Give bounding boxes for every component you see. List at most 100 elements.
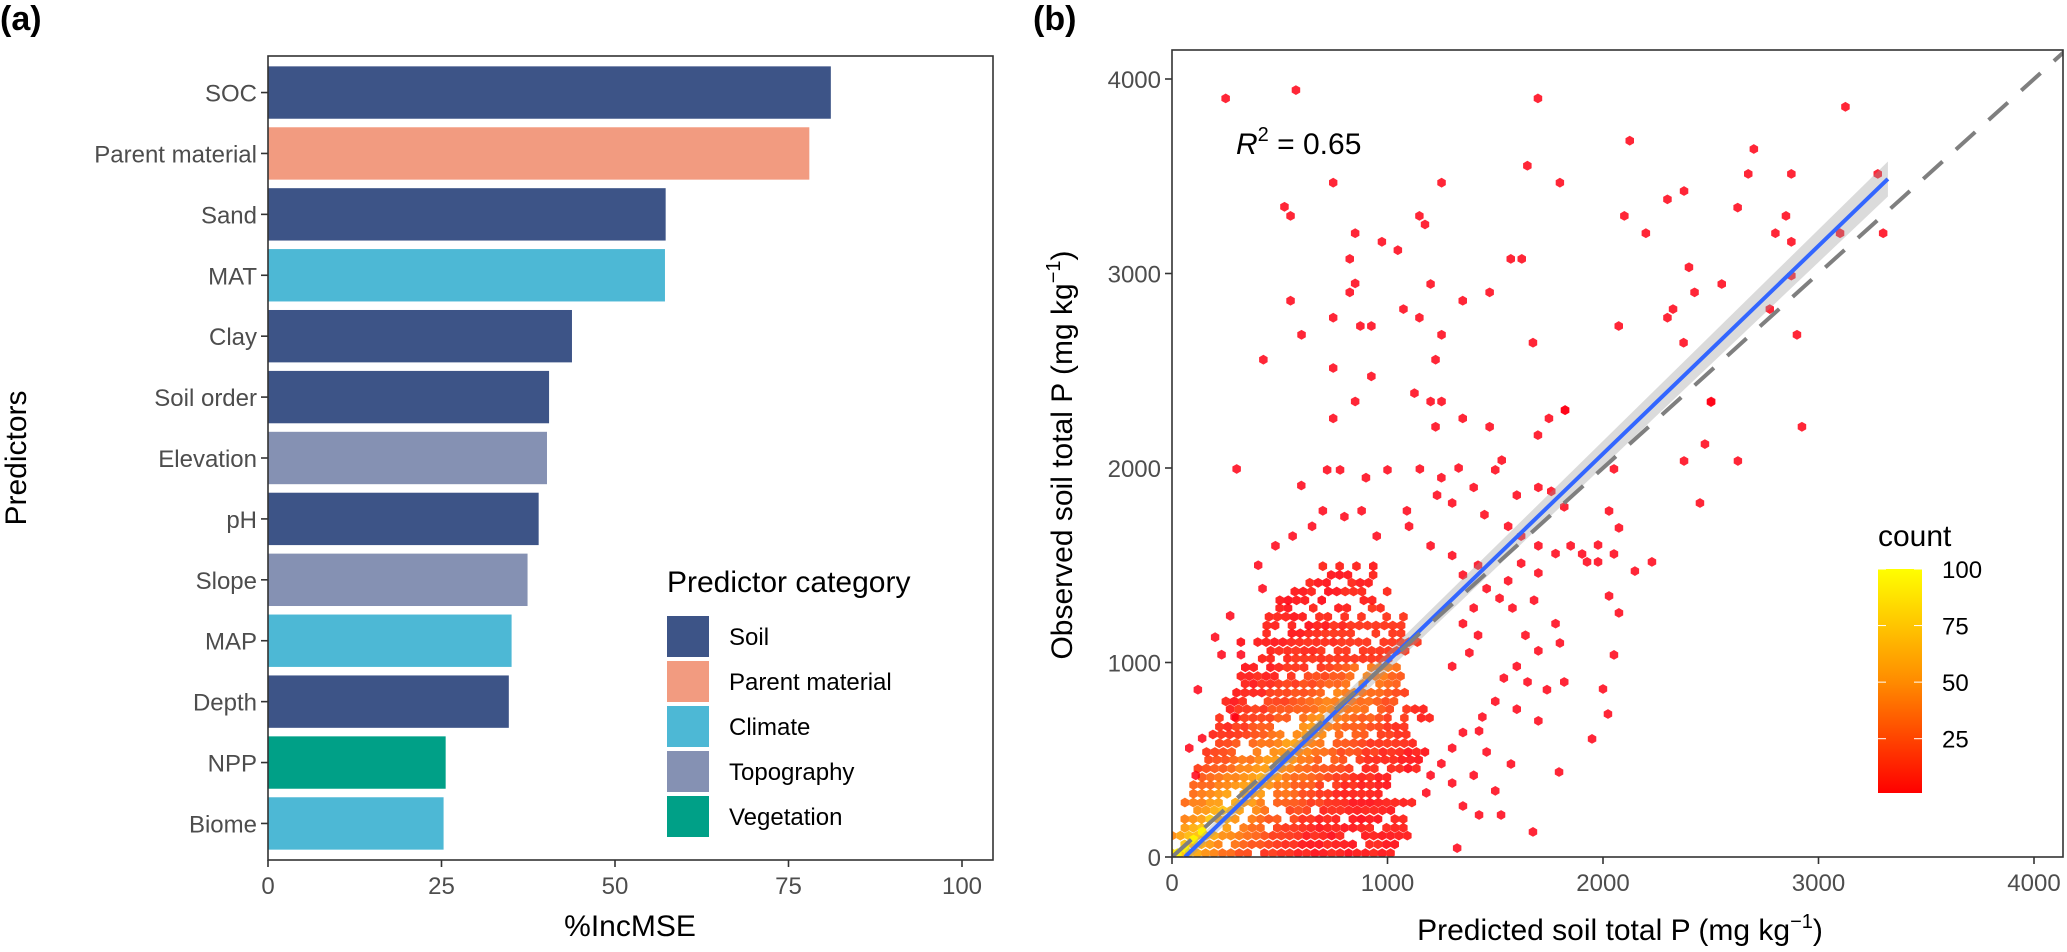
hexbin-cell [1214,780,1223,790]
hexbin-cell [1282,687,1292,698]
hexbin-cell [1306,797,1316,808]
hexbin-cell [1528,827,1538,837]
hexbin-cell [1342,653,1351,664]
hexbin-cell [1233,729,1243,740]
hexbin-cell [1437,329,1446,340]
hexbin-cell [1189,797,1198,808]
hexbin-cell [1369,830,1378,841]
hexbin-cell [1283,603,1293,613]
hexbin-cell [1426,396,1435,407]
hexbin-cell [1332,713,1342,723]
hexbin-cell [1415,211,1424,221]
colorbar-legend: count 25 50 75 100 [1878,520,1982,793]
hexbin-cell [1188,814,1198,824]
bar-elevation [268,431,547,485]
legend-label: Climate [729,714,810,741]
hexbin-cell [1315,772,1324,783]
x-tick-label: 1000 [1361,870,1414,897]
hexbin-cell [1679,186,1689,196]
hexbin-cell [1291,653,1300,664]
hexbin-cell [1231,772,1240,783]
hexbin-cell [1302,805,1311,816]
hexbin-cell [1273,822,1282,833]
hexbin-cell [1302,848,1311,857]
hexbin-cell [1385,729,1394,740]
hexbin-cell [1292,729,1302,740]
hexbin-cell [1474,810,1484,820]
hexbin-cell [1251,704,1260,715]
hexbin-cell [1378,805,1387,816]
hexbin-cell [1399,611,1408,622]
hexbin-cell [1267,704,1277,715]
hexbin-cell [1389,754,1398,765]
hexbin-cell [1382,839,1391,850]
hexbin-cell [1303,637,1313,647]
hexbin-cell [1289,814,1299,824]
hexbin-cell [1372,696,1382,707]
hexbin-cell [1231,780,1240,790]
hexbin-cell [1362,637,1372,647]
hexbin-cell [1329,671,1338,681]
hexbin-cell [1193,848,1202,857]
hexbin-cell [1210,805,1219,816]
hexbin-cell [1308,679,1317,689]
hexbin-cell [1246,754,1255,765]
hexbin-cell [1335,830,1345,841]
hexbin-cell [1335,570,1344,580]
hexbin-cell [1340,586,1350,597]
hexbin-cell [1437,758,1446,769]
hexbin-cell [1351,729,1361,740]
hexbin-cell [1319,848,1328,857]
hexbin-cell [1349,780,1358,790]
bar-ph [268,492,539,546]
y-tick-label: MAT [208,263,257,290]
hexbin-cell [1340,780,1350,790]
hexbin-cell [1314,696,1323,707]
hexbin-cell [1322,465,1332,475]
hexbin-cell [1331,822,1341,833]
hexbin-cell [1242,704,1252,715]
y-axis-title: Observed soil total P (mg kg−1) [1043,250,1079,659]
hexbin-cell [1209,848,1219,857]
hexbin-cell [1679,456,1689,466]
hexbin-cell [1298,586,1308,597]
hexbin-cell [1341,662,1351,673]
hexbin-cell [1221,696,1231,707]
hexbin-cell [1352,561,1361,572]
hexbin-cell [1733,202,1742,213]
hexbin-cell [1366,738,1375,749]
hexbin-cell [1403,763,1413,774]
hexbin-cell [1380,754,1390,765]
x-axis-ticks: 0 25 50 75 100 [261,860,982,900]
hexbin-cell [1392,687,1401,698]
hexbin-cell [1593,540,1603,550]
hexbin-cell [1352,848,1362,857]
hexbin-cell [1197,797,1206,808]
hexbin-cell [1197,772,1207,783]
hexbin-cell [1458,413,1467,424]
hexbin-cell [1313,577,1323,588]
hexbin-cell [1347,577,1356,588]
hexbin-cell [1295,637,1304,647]
x-axis-title: %IncMSE [564,910,696,943]
hexbin-cell [1403,830,1412,841]
hexbin-cell [1329,413,1338,424]
hexbin-cell [1496,810,1506,820]
hexbin-cell [1291,679,1300,689]
hexbin-cell [1366,687,1376,698]
hexbin-cell [1319,747,1329,757]
hexbin-cell [1349,772,1358,783]
hexbin-cell [1253,671,1262,681]
hexbin-cell [1447,743,1457,753]
hexbin-cell [1521,630,1530,641]
hexbin-cell [1447,550,1457,561]
hexbin-cell [1252,805,1261,816]
hexbin-cell [1346,628,1355,639]
hexbin-cell [1273,788,1282,799]
hexbin-cell [1298,814,1307,824]
hexbin-cell [1301,704,1310,715]
hexbin-cell [1383,679,1393,689]
hexbin-cell [1283,645,1292,656]
hexbin-cell [1293,704,1302,715]
hexbin-cell [1344,848,1353,857]
